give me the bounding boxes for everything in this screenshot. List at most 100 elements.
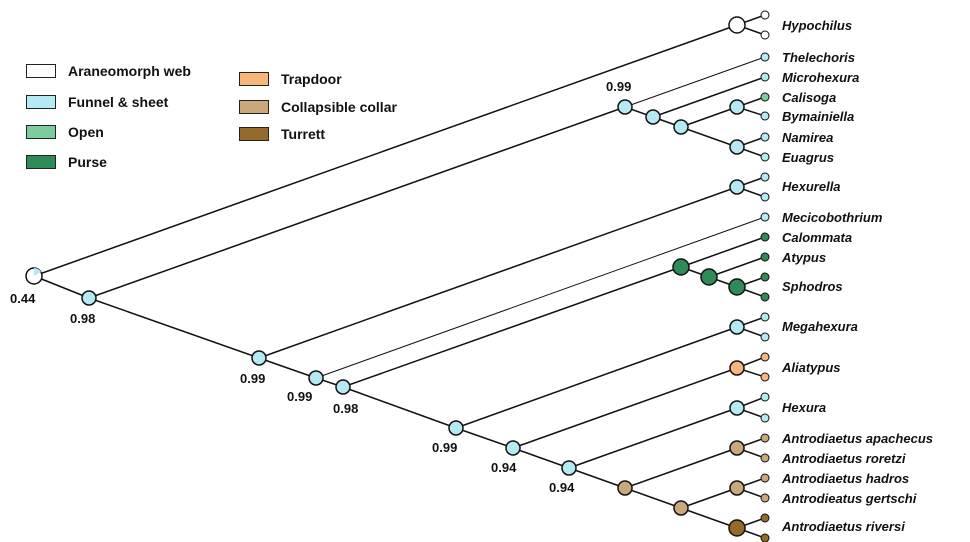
tip-aliatypus-2 — [760, 372, 770, 382]
swatch-trapdoor — [239, 72, 269, 86]
node-mygal — [617, 99, 633, 115]
node-namirea — [729, 139, 745, 155]
tip-aliatypus-1 — [760, 352, 770, 362]
tip-thelechoris — [760, 52, 770, 62]
legend-label: Collapsible collar — [281, 99, 397, 115]
node-n2 — [251, 350, 267, 366]
swatch-open — [26, 125, 56, 139]
node-hypochilus — [728, 16, 746, 34]
tip-roretzi — [760, 453, 770, 463]
support-n4: 0.98 — [333, 401, 358, 416]
node-riversi — [728, 519, 746, 537]
tip-bymainiella — [760, 111, 770, 121]
swatch-turrett — [239, 127, 269, 141]
tip-hadros — [760, 473, 770, 483]
support-root: 0.44 — [10, 291, 36, 306]
node-atypoid — [672, 258, 690, 276]
taxon-atypus: Atypus — [781, 250, 826, 265]
node-atypus — [700, 268, 718, 286]
support-n5: 0.99 — [432, 440, 457, 455]
node-n7 — [561, 460, 577, 476]
legend-item-funnel-sheet: Funnel & sheet — [26, 94, 168, 110]
tip-hypochilus-2 — [760, 30, 770, 40]
support-n1: 0.98 — [70, 311, 95, 326]
node-aliatypus — [729, 360, 745, 376]
legend-item-purse: Purse — [26, 154, 107, 170]
tip-megahexura-1 — [760, 312, 770, 322]
legend-item-collapsible-collar: Collapsible collar — [239, 99, 397, 115]
legend-label: Araneomorph web — [68, 63, 191, 79]
node-hexura — [729, 400, 745, 416]
node-n1 — [81, 290, 97, 306]
legend-item-turrett: Turrett — [239, 126, 325, 142]
tip-namirea — [760, 132, 770, 142]
tip-microhexura — [760, 72, 770, 82]
support-n3: 0.99 — [287, 389, 312, 404]
legend-item-open: Open — [26, 124, 104, 140]
node-apachecus — [729, 440, 745, 456]
taxon-euagrus: Euagrus — [782, 150, 834, 165]
taxon-thelechoris: Thelechoris — [782, 50, 855, 65]
taxon-hexura: Hexura — [782, 400, 826, 415]
legend-label: Funnel & sheet — [68, 94, 169, 110]
node-n4 — [335, 379, 351, 395]
tip-hypochilus-1 — [760, 10, 770, 20]
tip-hexurella-2 — [760, 192, 770, 202]
node-megahexura — [729, 319, 745, 335]
node-root-slice — [34, 267, 41, 276]
tip-riversi-2 — [760, 533, 770, 542]
tip-mecicobothrium — [760, 212, 770, 222]
tip-calisoga — [760, 92, 770, 102]
swatch-araneomorph-web — [26, 64, 56, 78]
legend-item-araneomorph-web: Araneomorph web — [26, 63, 191, 79]
taxon-sphodros: Sphodros — [782, 279, 843, 294]
taxon-roretzi: Antrodiaetus roretzi — [781, 451, 906, 466]
tip-hexura-1 — [760, 392, 770, 402]
swatch-funnel-sheet — [26, 95, 56, 109]
tip-atypus — [760, 252, 770, 262]
taxon-calisoga: Calisoga — [782, 90, 836, 105]
tip-apachecus — [760, 433, 770, 443]
support-n6: 0.94 — [491, 460, 517, 475]
taxon-megahexura: Megahexura — [782, 319, 858, 334]
tip-hexurella-1 — [760, 172, 770, 182]
node-n6 — [505, 440, 521, 456]
node-hadros — [729, 480, 745, 496]
support-mygal: 0.99 — [606, 79, 631, 94]
legend-label: Open — [68, 124, 104, 140]
tip-calommata — [760, 232, 770, 242]
taxon-riversi: Antrodiaetus riversi — [781, 519, 905, 534]
support-n7: 0.94 — [549, 480, 575, 495]
legend-label: Turrett — [281, 126, 326, 142]
taxon-mecicobothrium: Mecicobothrium — [782, 210, 883, 225]
taxon-apachecus: Antrodiaetus apachecus — [781, 431, 933, 446]
taxon-calommata: Calommata — [782, 230, 852, 245]
tree-branches — [33, 14, 766, 539]
taxon-gertschi: Antrodieatus gertschi — [781, 491, 917, 506]
taxon-bymainiella: Bymainiella — [782, 109, 854, 124]
node-antro1 — [617, 480, 633, 496]
node-m3 — [673, 119, 689, 135]
node-m2 — [645, 109, 661, 125]
node-calisoga — [729, 99, 745, 115]
tip-gertschi — [760, 493, 770, 503]
taxon-microhexura: Microhexura — [782, 70, 859, 85]
tip-megahexura-2 — [760, 332, 770, 342]
node-hexurella — [729, 179, 745, 195]
node-sphodros — [728, 278, 746, 296]
node-n3 — [308, 370, 324, 386]
tip-sphodros-1 — [760, 272, 770, 282]
tip-sphodros-2 — [760, 292, 770, 302]
taxon-aliatypus: Aliatypus — [781, 360, 841, 375]
legend-label: Purse — [68, 154, 107, 170]
tip-hexura-2 — [760, 413, 770, 423]
tip-states — [760, 10, 770, 542]
taxon-hypochilus: Hypochilus — [782, 18, 852, 33]
ancestral-state-nodes — [25, 16, 746, 537]
taxon-hadros: Antrodiaetus hadros — [781, 471, 909, 486]
tip-riversi-1 — [760, 513, 770, 523]
swatch-collapsible-collar — [239, 100, 269, 114]
node-antro2 — [673, 500, 689, 516]
taxon-hexurella: Hexurella — [782, 179, 841, 194]
